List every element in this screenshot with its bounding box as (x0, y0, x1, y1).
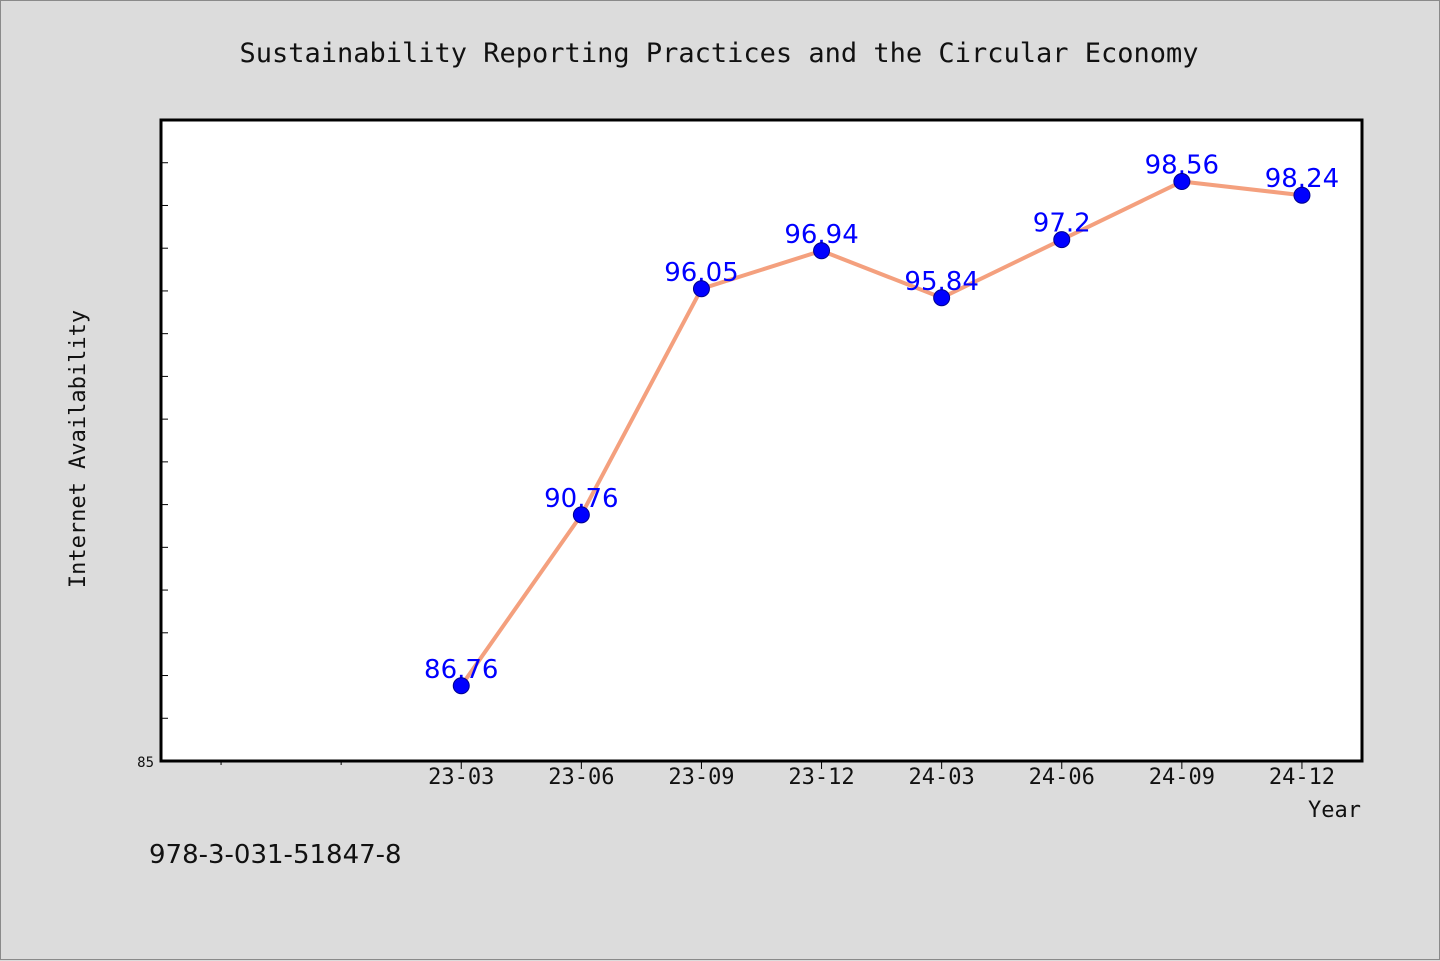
x-tick-label: 24-09 (1149, 765, 1215, 790)
plot-area (159, 118, 1364, 763)
data-point (1053, 231, 1071, 249)
y-axis-title: Internet Availability (66, 310, 91, 588)
x-tick-label: 23-09 (668, 765, 734, 790)
data-point (692, 280, 710, 298)
x-axis-title: Year (1308, 798, 1361, 823)
data-point (1173, 173, 1191, 191)
x-tick-label: 23-06 (548, 765, 614, 790)
data-point (813, 242, 831, 260)
x-tick-label: 24-06 (1029, 765, 1095, 790)
x-tick-label: 23-12 (788, 765, 854, 790)
data-point (572, 506, 590, 524)
chart-title: Sustainability Reporting Practices and t… (239, 38, 1198, 69)
x-axis-ticks (220, 761, 1303, 769)
y-tick-label: 85 (137, 755, 154, 771)
data-point (933, 289, 951, 307)
isbn-footer: 978-3-031-51847-8 (149, 840, 402, 870)
series-line (459, 179, 1304, 688)
x-tick-label: 24-12 (1269, 765, 1335, 790)
data-point (1293, 186, 1311, 204)
y-axis-ticks (161, 162, 168, 719)
data-point (452, 677, 470, 695)
x-tick-labels: 23-03 23-06 23-09 23-12 24-03 24-06 24-09 24-12 (428, 765, 1335, 790)
x-tick-label: 24-03 (909, 765, 975, 790)
x-tick-label: 23-03 (428, 765, 494, 790)
